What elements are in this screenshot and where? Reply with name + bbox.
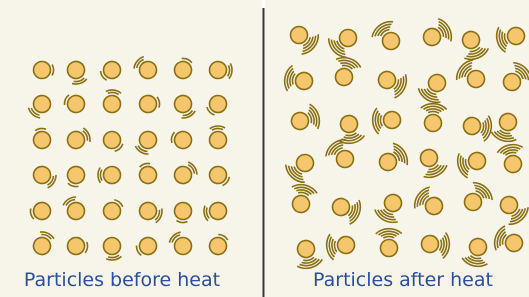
particle-body (383, 111, 401, 129)
page: Particles before heat Particles after he… (0, 0, 529, 297)
particle-body (34, 62, 51, 79)
label-before: Particles before heat (24, 269, 220, 291)
particle-body (421, 235, 440, 254)
diagram: Particles before heat Particles after he… (0, 0, 529, 297)
particle-body (380, 239, 397, 256)
particle-body (103, 166, 120, 183)
particle-body (424, 114, 442, 132)
particle-body (209, 61, 227, 79)
particle-body (174, 202, 193, 221)
label-after: Particles after heat (313, 269, 493, 291)
particle-body (209, 131, 227, 149)
